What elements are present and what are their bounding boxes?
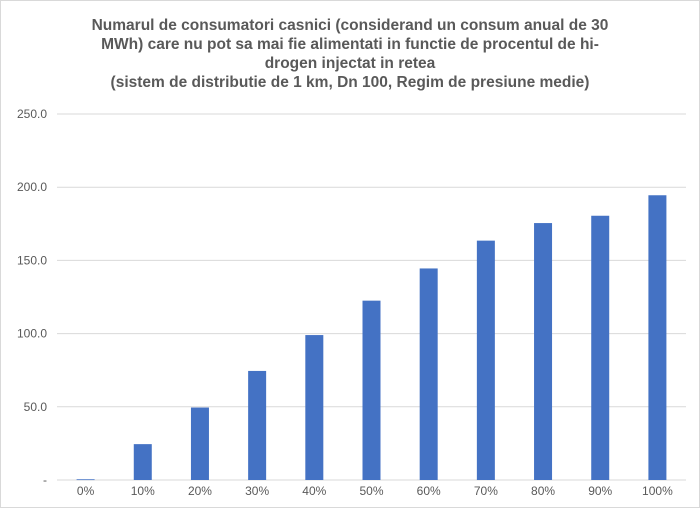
bar-20pct: [190, 407, 209, 480]
chart-title-line-1: Numarul de consumatori casnici (consider…: [91, 17, 609, 34]
chart-title-line-4: (sistem de distributie de 1 km, Dn 100, …: [110, 74, 590, 91]
x-tick-label-5: 50%: [359, 484, 383, 498]
bar-0pct: [76, 479, 95, 481]
y-axis-ticks: - 50.0 100.0 150.0 200.0 250.0: [17, 107, 47, 487]
y-tick-label-4: 200.0: [17, 180, 47, 194]
bar-100pct: [648, 195, 667, 480]
x-tick-label-6: 60%: [417, 484, 441, 498]
bar-30pct: [248, 370, 267, 480]
x-tick-label-7: 70%: [474, 484, 498, 498]
y-tick-label-5: 250.0: [17, 107, 47, 121]
chart-title: Numarul de consumatori casnici (consider…: [0, 16, 700, 92]
bar-10pct: [133, 444, 152, 480]
bar-60pct: [419, 268, 438, 480]
y-tick-label-3: 150.0: [17, 253, 47, 267]
x-tick-label-8: 80%: [531, 484, 555, 498]
bar-50pct: [362, 300, 381, 480]
x-tick-label-3: 30%: [245, 484, 269, 498]
y-tick-label-2: 100.0: [17, 327, 47, 341]
x-tick-label-2: 20%: [188, 484, 212, 498]
x-axis-ticks: 0% 10% 20% 30% 40% 50% 60% 70% 80% 90% 100%: [77, 484, 673, 498]
y-tick-label-0: -: [43, 473, 47, 487]
bar-80pct: [534, 223, 553, 480]
x-tick-label-0: 0%: [77, 484, 95, 498]
bar-90pct: [591, 215, 610, 481]
x-tick-label-1: 10%: [131, 484, 155, 498]
chart-title-line-3: drogen injectat in retea: [264, 55, 436, 72]
bar-40pct: [305, 335, 324, 480]
x-tick-label-4: 40%: [302, 484, 326, 498]
x-tick-label-9: 90%: [588, 484, 612, 498]
x-tick-label-10: 100%: [642, 484, 673, 498]
bar-70pct: [476, 240, 495, 480]
bars: [76, 195, 667, 481]
y-tick-label-1: 50.0: [24, 400, 48, 414]
chart-title-line-2: MWh) care nu pot sa mai fie alimentati i…: [101, 36, 599, 53]
